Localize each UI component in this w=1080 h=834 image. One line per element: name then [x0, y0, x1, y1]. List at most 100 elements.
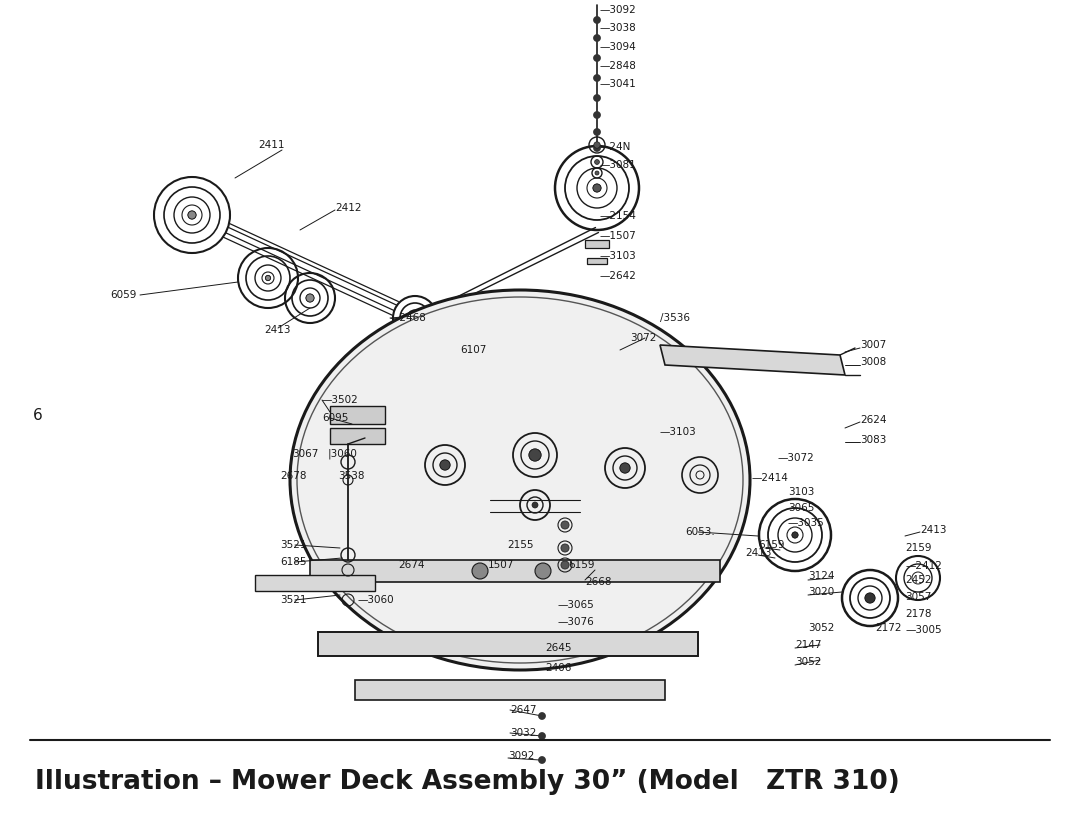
Circle shape [535, 563, 551, 579]
Bar [310, 560, 720, 582]
Circle shape [594, 142, 600, 148]
Circle shape [594, 34, 600, 42]
Bar [330, 406, 384, 424]
Text: —3060: —3060 [357, 595, 394, 605]
Circle shape [539, 712, 545, 720]
Circle shape [865, 593, 875, 603]
Circle shape [595, 171, 599, 175]
Text: 3052: 3052 [808, 623, 835, 633]
Bar [318, 632, 698, 656]
Text: 2413: 2413 [745, 548, 771, 558]
Text: 6095: 6095 [322, 413, 349, 423]
Text: 3124: 3124 [808, 571, 835, 581]
Text: 2411: 2411 [258, 140, 284, 150]
Circle shape [561, 544, 569, 552]
Text: —3081: —3081 [600, 160, 637, 170]
Circle shape [306, 294, 314, 302]
Circle shape [472, 563, 488, 579]
Text: 2406: 2406 [545, 663, 571, 673]
Circle shape [561, 561, 569, 569]
Text: /3536: /3536 [660, 313, 690, 323]
Circle shape [594, 17, 600, 23]
Circle shape [593, 184, 600, 192]
Text: —3076: —3076 [558, 617, 595, 627]
Text: —3092: —3092 [600, 5, 637, 15]
Ellipse shape [291, 290, 750, 670]
Text: 3521: 3521 [280, 595, 307, 605]
Text: —2414: —2414 [752, 473, 788, 483]
Text: 2178: 2178 [905, 609, 931, 619]
Text: —3103: —3103 [660, 427, 697, 437]
Text: 2155: 2155 [507, 540, 534, 550]
Circle shape [440, 460, 450, 470]
Circle shape [539, 732, 545, 740]
Text: 3103: 3103 [788, 487, 814, 497]
Circle shape [594, 128, 600, 135]
Circle shape [594, 144, 600, 152]
Text: 2172: 2172 [875, 623, 902, 633]
Text: —3065: —3065 [558, 600, 595, 610]
Text: 6053.: 6053. [685, 527, 715, 537]
Polygon shape [660, 345, 845, 375]
Text: —1507: —1507 [600, 231, 637, 241]
Bar [255, 575, 375, 591]
Circle shape [594, 54, 600, 62]
Text: 6107: 6107 [460, 345, 486, 355]
Bar [355, 680, 665, 700]
Text: —3502: —3502 [322, 395, 359, 405]
Text: —3005: —3005 [905, 625, 942, 635]
Text: 3065: 3065 [788, 503, 814, 513]
Text: 2413: 2413 [920, 525, 946, 535]
Text: 3538: 3538 [338, 471, 365, 481]
Text: 2413: 2413 [264, 325, 291, 335]
Text: 2159: 2159 [905, 543, 931, 553]
Circle shape [188, 211, 195, 219]
Bar [588, 258, 607, 264]
Text: —2642: —2642 [600, 271, 637, 281]
Bar [585, 240, 609, 248]
Text: 6159: 6159 [568, 560, 594, 570]
Text: —2154: —2154 [600, 211, 637, 221]
Text: 2147: 2147 [795, 640, 822, 650]
Circle shape [266, 275, 270, 280]
Text: 3008: 3008 [860, 357, 887, 367]
Text: 2668: 2668 [585, 577, 611, 587]
Text: 3067: 3067 [292, 449, 319, 459]
Text: —3094: —3094 [600, 42, 637, 52]
Text: 3092: 3092 [508, 751, 535, 761]
Text: 6059: 6059 [110, 290, 136, 300]
Text: —3035: —3035 [788, 518, 825, 528]
Text: 3007: 3007 [860, 340, 887, 350]
Circle shape [529, 449, 541, 461]
Circle shape [620, 463, 630, 473]
Text: 6185: 6185 [280, 557, 307, 567]
Text: 6: 6 [33, 408, 43, 423]
Text: —2468: —2468 [390, 313, 427, 323]
Text: 2412: 2412 [335, 203, 362, 213]
Circle shape [532, 502, 538, 508]
Text: —2848: —2848 [600, 61, 637, 71]
Text: 6159: 6159 [758, 540, 784, 550]
Text: Illustration – Mower Deck Assembly 30” (Model   ZTR 310): Illustration – Mower Deck Assembly 30” (… [35, 769, 900, 795]
Text: 3057: 3057 [905, 592, 931, 602]
Text: —3038: —3038 [600, 23, 637, 33]
Text: 2674: 2674 [399, 560, 424, 570]
Text: —3072: —3072 [778, 453, 814, 463]
Text: —2412: —2412 [905, 561, 942, 571]
Text: 2645: 2645 [545, 643, 571, 653]
Text: 2624: 2624 [860, 415, 887, 425]
Text: 3020: 3020 [808, 587, 834, 597]
Text: —3041: —3041 [600, 79, 637, 89]
Text: 3083: 3083 [860, 435, 887, 445]
Circle shape [561, 521, 569, 529]
Circle shape [792, 532, 798, 538]
Text: 2678: 2678 [280, 471, 307, 481]
Text: 3032: 3032 [510, 728, 537, 738]
Text: —24N: —24N [600, 142, 632, 152]
Text: 3052: 3052 [795, 657, 822, 667]
Text: 1507: 1507 [488, 560, 514, 570]
Text: 3521: 3521 [280, 540, 307, 550]
Circle shape [594, 74, 600, 82]
Circle shape [594, 112, 600, 118]
Text: |3060: |3060 [328, 449, 357, 460]
